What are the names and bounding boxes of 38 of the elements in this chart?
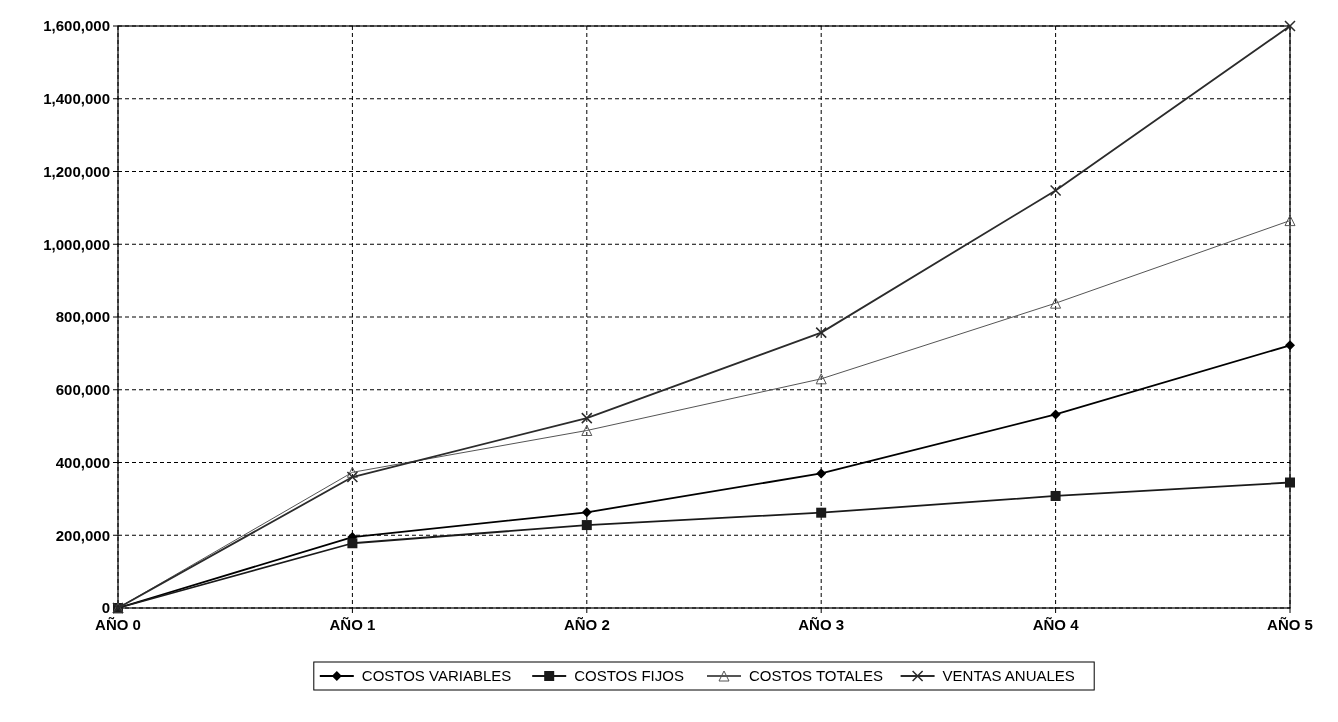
y-tick-label: 0 bbox=[101, 599, 110, 617]
point bbox=[581, 520, 592, 531]
point bbox=[815, 373, 827, 385]
point bbox=[816, 468, 827, 479]
point bbox=[346, 471, 359, 483]
x-tick-label: AÑO 1 bbox=[329, 616, 376, 633]
point bbox=[1050, 409, 1061, 420]
point bbox=[1050, 490, 1061, 501]
y-tick-label: 400,000 bbox=[55, 453, 110, 471]
point bbox=[1284, 215, 1296, 227]
x-tick-label: AÑO 2 bbox=[563, 616, 610, 633]
point bbox=[581, 424, 593, 436]
point bbox=[346, 466, 358, 478]
point bbox=[1284, 20, 1296, 32]
x-tick-label: AÑO 0 bbox=[95, 616, 141, 633]
legend-label: COSTOS VARIABLES bbox=[361, 667, 512, 685]
point bbox=[1050, 297, 1062, 309]
legend-label: COSTOS TOTALES bbox=[749, 667, 883, 685]
y-tick-label: 1,400,000 bbox=[43, 90, 110, 107]
y-tick-label: 1,600,000 bbox=[43, 17, 110, 35]
y-tick-label: 800,000 bbox=[55, 308, 110, 326]
y-tick-label: 1,000,000 bbox=[43, 235, 110, 253]
point bbox=[1285, 340, 1295, 351]
point bbox=[1285, 477, 1295, 488]
legend-label: VENTAS ANUALES bbox=[942, 667, 1075, 685]
point bbox=[347, 538, 358, 549]
y-tick-label: 600,000 bbox=[55, 381, 110, 398]
point bbox=[581, 507, 592, 518]
point bbox=[1049, 184, 1062, 197]
x-tick-label: AÑO 5 bbox=[1267, 616, 1313, 633]
y-tick-label: 1,200,000 bbox=[43, 162, 110, 180]
point bbox=[816, 507, 827, 518]
y-tick-label: 200,000 bbox=[55, 526, 110, 544]
legend-label: COSTOS FIJOS bbox=[574, 667, 684, 685]
point bbox=[815, 326, 827, 339]
point bbox=[581, 412, 593, 424]
x-tick-label: AÑO 3 bbox=[798, 616, 845, 633]
x-tick-label: AÑO 4 bbox=[1032, 616, 1080, 633]
